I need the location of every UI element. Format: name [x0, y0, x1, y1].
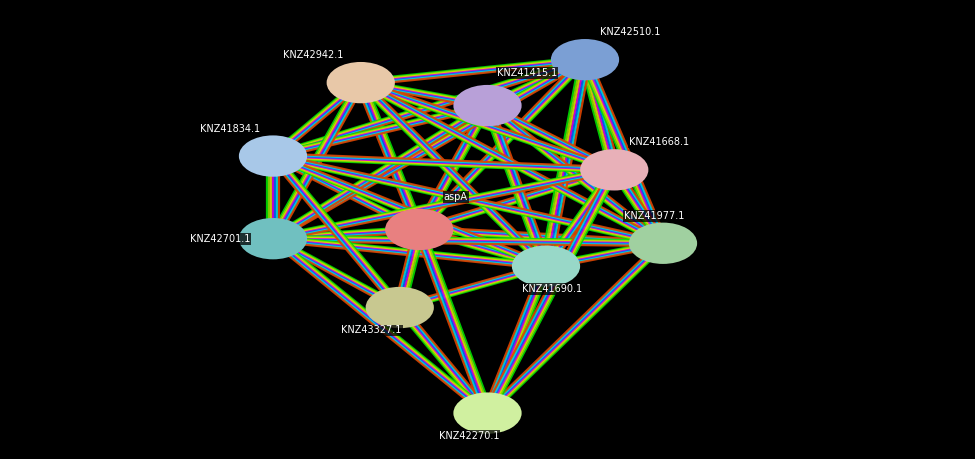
Ellipse shape — [580, 149, 648, 190]
Text: KNZ42701.1: KNZ42701.1 — [190, 234, 251, 244]
Text: KNZ41977.1: KNZ41977.1 — [624, 211, 684, 221]
Ellipse shape — [629, 223, 697, 264]
Ellipse shape — [453, 392, 522, 434]
Text: aspA: aspA — [444, 192, 468, 202]
Ellipse shape — [239, 218, 307, 259]
Text: KNZ43327.1: KNZ43327.1 — [341, 325, 402, 336]
Ellipse shape — [385, 209, 453, 250]
Text: KNZ41668.1: KNZ41668.1 — [629, 137, 689, 147]
Ellipse shape — [239, 135, 307, 177]
Text: KNZ41690.1: KNZ41690.1 — [522, 284, 582, 294]
Ellipse shape — [512, 246, 580, 287]
Text: KNZ41834.1: KNZ41834.1 — [200, 123, 260, 134]
Text: KNZ42270.1: KNZ42270.1 — [439, 431, 499, 441]
Text: KNZ41415.1: KNZ41415.1 — [497, 68, 558, 78]
Text: KNZ42942.1: KNZ42942.1 — [283, 50, 343, 60]
Ellipse shape — [551, 39, 619, 80]
Ellipse shape — [327, 62, 395, 103]
Ellipse shape — [453, 85, 522, 126]
Ellipse shape — [366, 287, 434, 328]
Text: KNZ42510.1: KNZ42510.1 — [600, 27, 660, 37]
